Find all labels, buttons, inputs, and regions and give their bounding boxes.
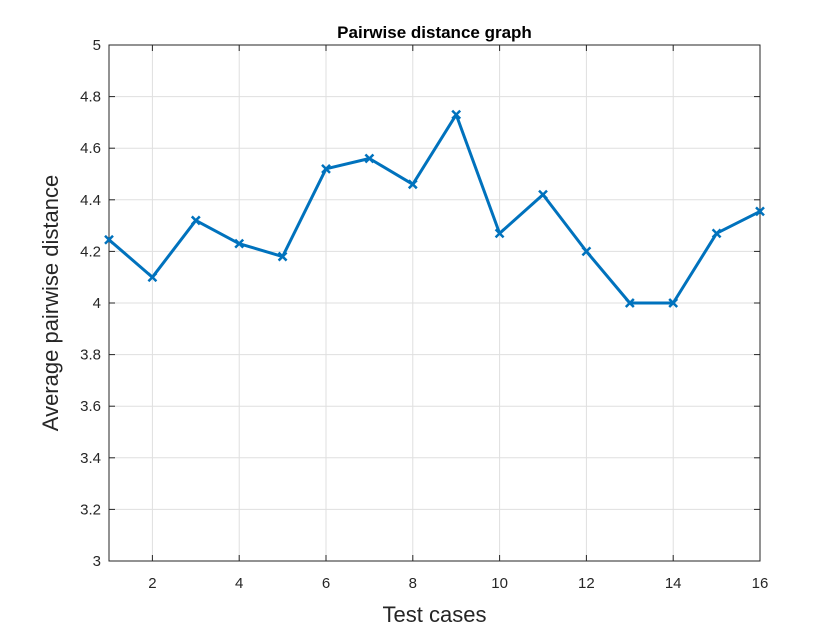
data-point-marker: [147, 272, 158, 283]
data-point-marker: [104, 234, 114, 245]
data-point-marker: [494, 228, 505, 239]
y-axis-label: Average pairwise distance: [38, 175, 63, 431]
tick-labels: 2 4 6 8 10 12 14 16 3 3.2 3.4 3.6 3.8 4 4.2 4.4 4.6 4.8 5: [80, 37, 768, 592]
data-point-marker: [234, 238, 245, 249]
y-tick-label: 4: [93, 295, 101, 312]
x-tick-label: 14: [665, 575, 682, 592]
y-tick-label: 3.2: [80, 501, 101, 518]
y-tick-label: 3.6: [80, 398, 101, 415]
data-point-marker: [407, 179, 418, 190]
data-point-marker: [581, 246, 592, 257]
y-tick-label: 3.4: [80, 450, 101, 467]
x-axis-label: Test cases: [383, 602, 487, 627]
chart-title: Pairwise distance graph: [337, 23, 532, 42]
y-tick-label: 4.8: [80, 89, 101, 106]
data-point-marker: [277, 251, 288, 262]
y-tick-label: 4.4: [80, 192, 101, 209]
x-tick-label: 10: [491, 575, 508, 592]
ticks: [109, 44, 761, 562]
data-point-marker: [755, 206, 765, 217]
x-tick-label: 12: [578, 575, 595, 592]
y-tick-label: 3.8: [80, 347, 101, 364]
x-tick-label: 16: [752, 575, 769, 592]
y-tick-label: 4.6: [80, 140, 101, 157]
data-point-marker: [321, 163, 331, 174]
data-point-marker: [451, 109, 462, 120]
x-tick-label: 6: [322, 575, 330, 592]
x-tick-label: 4: [235, 575, 243, 592]
data-point-marker: [538, 189, 548, 200]
data-point-marker: [190, 215, 201, 226]
x-tick-label: 8: [409, 575, 417, 592]
series-line: [108, 113, 761, 305]
data-point-marker: [668, 298, 679, 308]
y-tick-label: 4.2: [80, 243, 101, 260]
series-layer: [104, 109, 765, 308]
data-point-marker: [624, 298, 635, 308]
y-tick-label: 5: [93, 37, 101, 54]
y-tick-label: 3: [93, 553, 101, 570]
data-point-marker: [364, 153, 375, 164]
x-tick-label: 2: [148, 575, 156, 592]
data-point-marker: [711, 228, 722, 239]
